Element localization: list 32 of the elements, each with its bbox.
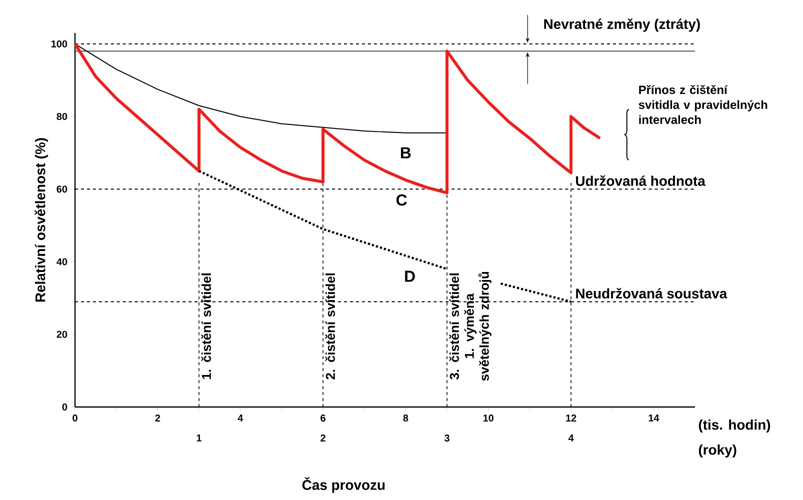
y-tick-label: 20	[56, 330, 68, 338]
annotation: Přínos z čištění svitidla v pravidelných intervalech	[638, 85, 768, 124]
x-tick-label: 10	[483, 414, 494, 422]
y-tick-label: 80	[56, 112, 68, 120]
x-axis-title: Čas provozu	[302, 477, 385, 493]
x-tick-label: 4	[238, 414, 244, 422]
annotation: C	[396, 194, 407, 206]
text: Nevratné změny (ztráty)	[544, 18, 700, 32]
y-tick-label: 0	[62, 403, 68, 411]
y-tick-label: 100	[51, 40, 68, 48]
x-tick-label: 2	[155, 414, 160, 422]
ref-line-label: 3. čistění svítidel 1. výměna světelných zdrojů	[449, 272, 492, 381]
x-tick-label: 0	[72, 414, 78, 422]
y-tick-label: 60	[56, 186, 68, 193]
x2-tick-label: 4	[568, 434, 574, 442]
x-tick-label: 8	[403, 414, 408, 422]
annotation: D	[405, 270, 415, 282]
ref-line-label: Udržovaná hodnota	[576, 175, 706, 186]
x2-tick-label: 3	[444, 434, 450, 442]
x2-axis-title: (roky)	[698, 444, 736, 458]
annotation: B	[400, 147, 411, 158]
y-axis-title: Relativní osvětlenost (%)	[34, 138, 48, 302]
y-tick-label: 40	[56, 258, 68, 266]
x-tick-label: 12	[566, 414, 576, 422]
x2-tick-label: 1	[196, 434, 202, 442]
text: (tis. hodin)	[698, 419, 770, 432]
x-tick-label: 14	[648, 414, 660, 422]
x-tick-label: 6	[320, 414, 326, 422]
x2-tick-label: 2	[320, 434, 326, 442]
ref-line-label: 2. čistění svítidel	[325, 273, 335, 380]
ref-line-label: Neudržovaná soustava	[576, 288, 728, 299]
ref-line-label: 1. čistění svítidel	[201, 273, 211, 379]
